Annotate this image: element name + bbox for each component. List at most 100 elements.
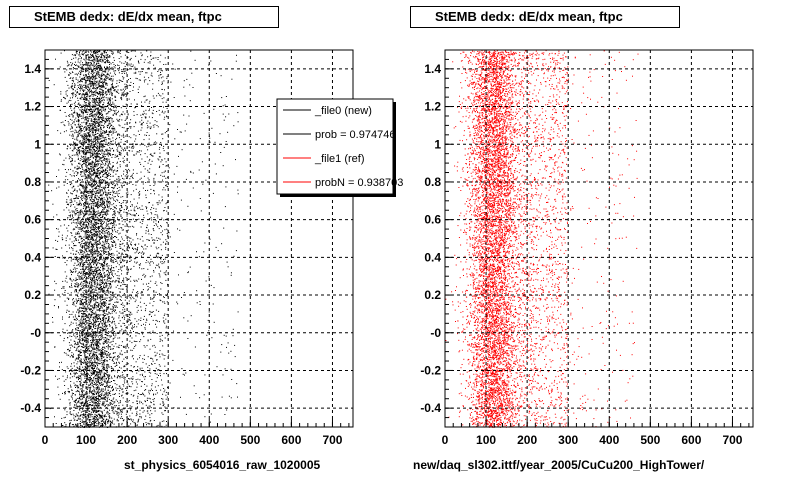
scatter-point: [105, 252, 107, 253]
scatter-point: [93, 232, 95, 234]
scatter-point: [79, 396, 81, 398]
scatter-point: [94, 228, 96, 230]
scatter-point: [107, 291, 109, 293]
scatter-point: [66, 297, 68, 299]
scatter-point: [91, 152, 93, 154]
scatter-point: [86, 93, 88, 95]
scatter-point: [101, 223, 103, 225]
scatter-point: [98, 370, 100, 372]
scatter-point: [135, 258, 137, 260]
scatter-point: [97, 202, 99, 204]
scatter-point: [124, 83, 126, 85]
scatter-point: [156, 392, 158, 394]
scatter-point: [124, 308, 126, 310]
scatter-point: [75, 358, 77, 360]
scatter-point: [88, 299, 90, 301]
scatter-point: [80, 58, 82, 60]
scatter-point: [78, 316, 80, 317]
scatter-point: [121, 185, 123, 187]
scatter-point: [71, 210, 73, 212]
scatter-point: [118, 137, 120, 139]
scatter-point: [94, 253, 96, 255]
scatter-point: [98, 55, 100, 57]
scatter-point: [79, 323, 81, 325]
scatter-point: [163, 219, 165, 221]
scatter-point: [105, 194, 107, 196]
scatter-point: [149, 144, 151, 146]
scatter-point: [101, 193, 103, 195]
scatter-point: [101, 348, 103, 350]
scatter-point: [178, 155, 179, 157]
scatter-point: [90, 321, 92, 323]
scatter-point: [91, 261, 93, 263]
scatter-point: [100, 177, 102, 178]
scatter-point: [131, 150, 133, 152]
scatter-point: [133, 146, 135, 148]
scatter-point: [124, 324, 126, 326]
scatter-point: [104, 369, 106, 371]
scatter-point: [74, 54, 76, 55]
scatter-point: [95, 274, 97, 276]
scatter-point: [107, 150, 109, 152]
scatter-point: [70, 144, 72, 146]
scatter-point: [93, 421, 95, 423]
scatter-point: [91, 286, 93, 288]
scatter-point: [116, 156, 118, 158]
scatter-point: [101, 205, 103, 207]
scatter-point: [100, 253, 102, 255]
scatter-point: [91, 334, 93, 336]
scatter-point: [106, 57, 107, 58]
scatter-point: [159, 74, 161, 76]
scatter-point: [162, 301, 164, 303]
scatter-point: [116, 82, 118, 84]
scatter-point: [68, 257, 69, 259]
scatter-point: [99, 118, 100, 120]
scatter-point: [168, 354, 170, 356]
scatter-point: [186, 78, 188, 80]
scatter-point: [96, 277, 98, 279]
scatter-point: [96, 279, 98, 280]
scatter-point: [158, 273, 160, 275]
scatter-point: [103, 256, 105, 258]
scatter-point: [74, 359, 76, 361]
scatter-point: [91, 153, 93, 155]
scatter-point: [72, 398, 73, 400]
scatter-point: [96, 205, 98, 207]
scatter-point: [82, 339, 84, 341]
scatter-point: [166, 165, 168, 167]
scatter-point: [63, 380, 65, 382]
scatter-point: [138, 243, 140, 245]
scatter-point: [91, 167, 93, 169]
scatter-point: [103, 283, 105, 284]
scatter-point: [94, 193, 96, 194]
scatter-point: [108, 332, 109, 334]
scatter-point: [104, 265, 106, 267]
scatter-point: [150, 419, 152, 421]
scatter-point: [150, 58, 152, 60]
scatter-point: [87, 414, 89, 416]
scatter-point: [115, 387, 117, 389]
scatter-point: [86, 346, 88, 348]
scatter-point: [87, 88, 88, 90]
scatter-point: [113, 87, 115, 89]
scatter-point: [89, 219, 91, 221]
scatter-point: [108, 331, 110, 333]
scatter-point: [123, 408, 125, 410]
scatter-point: [112, 308, 114, 310]
scatter-point: [88, 392, 90, 394]
scatter-point: [134, 99, 135, 101]
scatter-point: [117, 176, 119, 178]
scatter-point: [116, 377, 118, 379]
scatter-point: [82, 313, 84, 315]
scatter-point: [92, 324, 94, 326]
scatter-point: [75, 259, 77, 261]
scatter-point: [95, 164, 97, 166]
scatter-point: [130, 276, 132, 278]
scatter-point: [117, 257, 119, 259]
scatter-point: [100, 320, 102, 322]
scatter-point: [80, 158, 82, 160]
scatter-point: [97, 377, 99, 379]
scatter-point: [84, 89, 86, 91]
scatter-point: [116, 181, 118, 183]
scatter-point: [115, 305, 117, 307]
